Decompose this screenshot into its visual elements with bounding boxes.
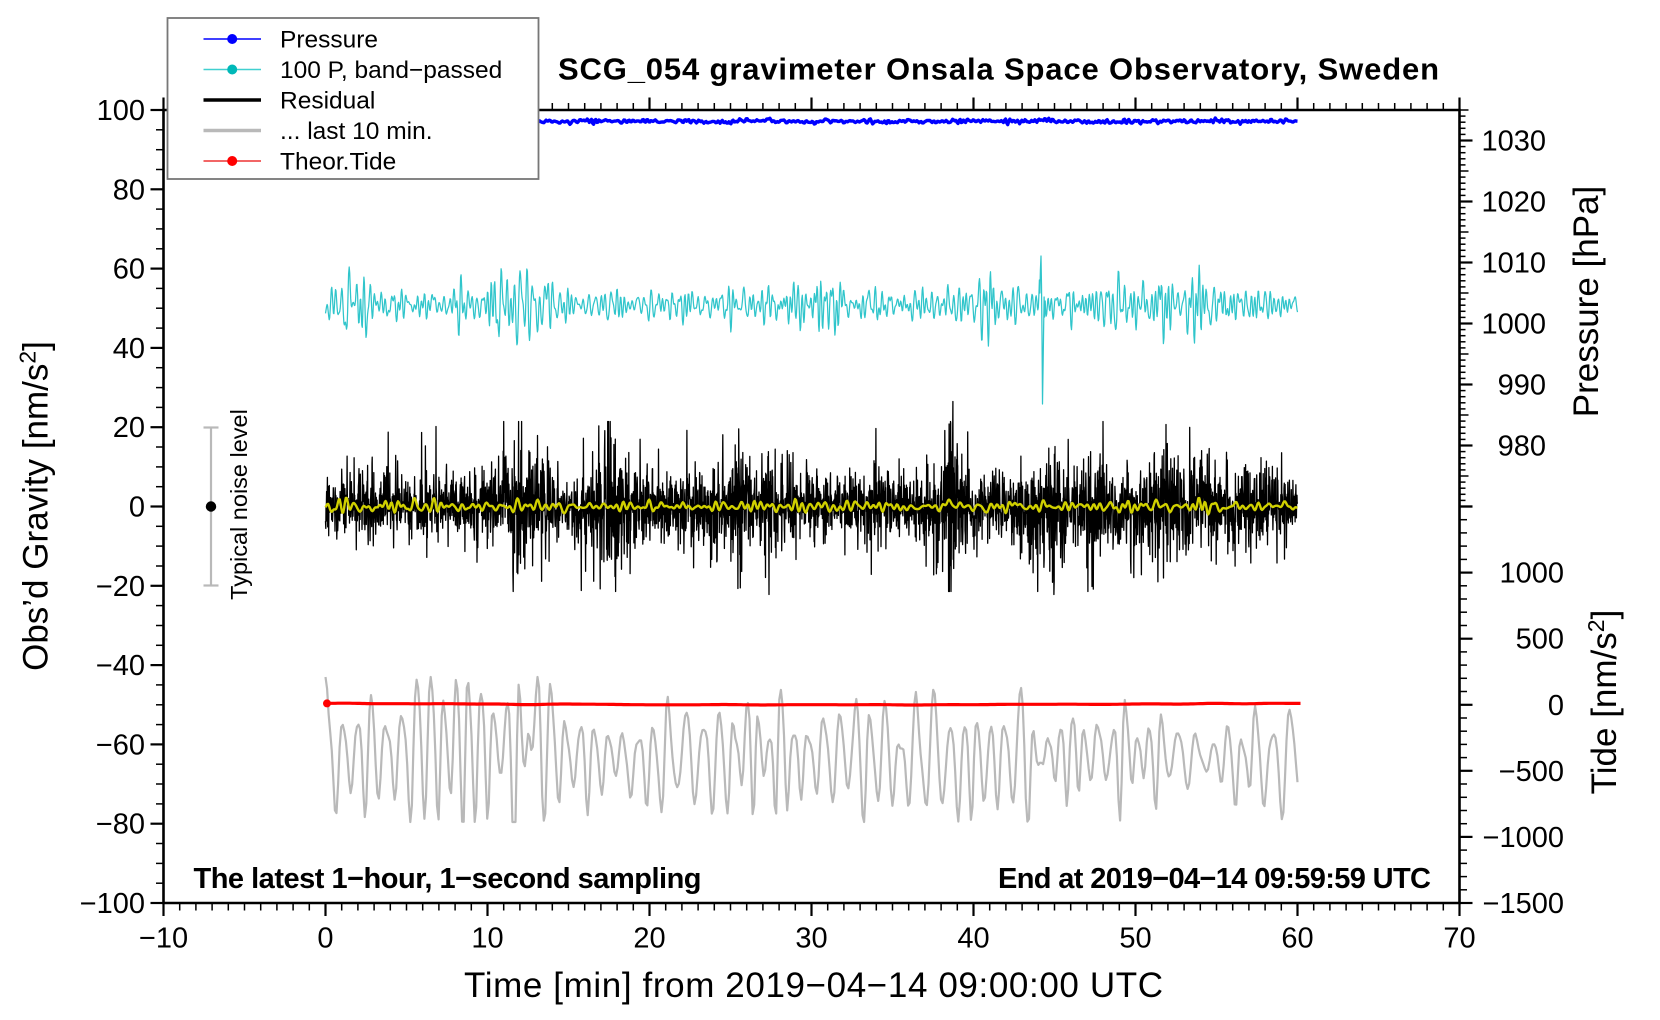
svg-text:−10: −10 (139, 923, 188, 955)
svg-text:... last 10 min.: ... last 10 min. (280, 118, 433, 145)
svg-text:−80: −80 (96, 809, 145, 841)
svg-text:100: 100 (97, 95, 145, 127)
svg-text:Pressure [hPa]: Pressure [hPa] (1567, 186, 1606, 418)
svg-text:−100: −100 (80, 888, 145, 920)
svg-text:20: 20 (633, 923, 665, 955)
svg-text:1000: 1000 (1499, 558, 1564, 590)
svg-text:980: 980 (1498, 431, 1546, 463)
svg-text:20: 20 (113, 412, 145, 444)
svg-text:Residual: Residual (280, 88, 375, 115)
svg-text:1000: 1000 (1481, 309, 1546, 341)
svg-text:Pressure: Pressure (280, 27, 378, 54)
svg-text:−20: −20 (96, 571, 145, 603)
svg-text:0: 0 (317, 923, 333, 955)
svg-text:100 P, band−passed: 100 P, band−passed (280, 57, 502, 84)
svg-text:−1500: −1500 (1483, 888, 1564, 920)
svg-text:−60: −60 (96, 729, 145, 761)
svg-text:70: 70 (1443, 923, 1475, 955)
svg-text:1010: 1010 (1481, 248, 1546, 280)
svg-text:Theor.Tide: Theor.Tide (280, 149, 396, 176)
svg-text:40: 40 (113, 333, 145, 365)
svg-text:1030: 1030 (1481, 126, 1546, 158)
svg-text:1020: 1020 (1481, 187, 1546, 219)
svg-text:−500: −500 (1499, 756, 1564, 788)
svg-text:0: 0 (1548, 690, 1564, 722)
svg-text:The latest 1−hour, 1−second sa: The latest 1−hour, 1−second sampling (194, 863, 702, 895)
svg-text:50: 50 (1119, 923, 1151, 955)
svg-text:60: 60 (113, 254, 145, 286)
svg-text:−40: −40 (96, 650, 145, 682)
svg-text:0: 0 (129, 492, 145, 524)
svg-text:60: 60 (1281, 923, 1313, 955)
svg-text:30: 30 (795, 923, 827, 955)
svg-text:40: 40 (957, 923, 989, 955)
svg-text:10: 10 (471, 923, 503, 955)
svg-text:80: 80 (113, 174, 145, 206)
svg-text:−1000: −1000 (1483, 822, 1564, 854)
svg-text:End at 2019−04−14 09:59:59 UTC: End at 2019−04−14 09:59:59 UTC (998, 863, 1431, 895)
svg-text:SCG_054 gravimeter Onsala Spac: SCG_054 gravimeter Onsala Space Observat… (558, 52, 1439, 87)
svg-text:Obs’d Gravity [nm/s2]: Obs’d Gravity [nm/s2] (15, 341, 56, 671)
svg-text:990: 990 (1498, 370, 1546, 402)
svg-text:Typical noise level: Typical noise level (226, 409, 252, 600)
svg-text:500: 500 (1516, 624, 1564, 656)
svg-text:Time [min] from 2019−04−14 09:: Time [min] from 2019−04−14 09:00:00 UTC (464, 966, 1163, 1005)
svg-text:Tide [nm/s2]: Tide [nm/s2] (1583, 610, 1624, 795)
